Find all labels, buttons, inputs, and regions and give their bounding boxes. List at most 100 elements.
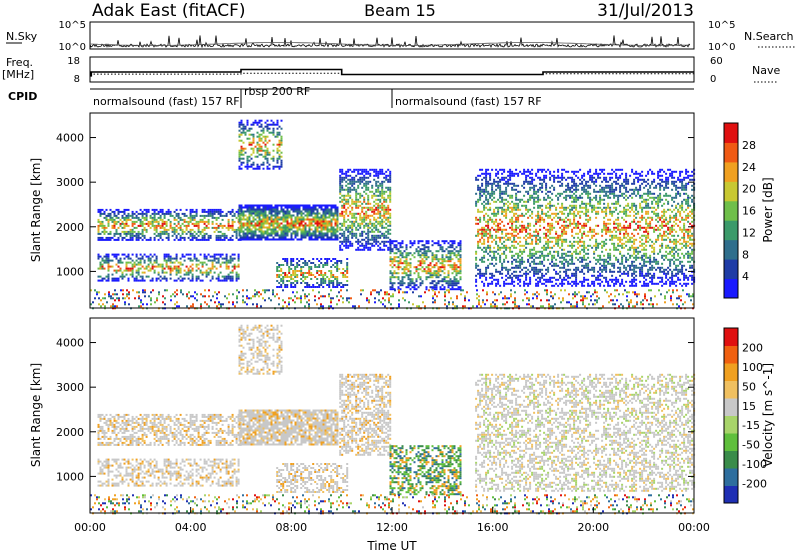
- power-cell: [217, 275, 220, 278]
- power-cell: [125, 208, 128, 211]
- power-cell: [266, 147, 269, 150]
- power-cell: [191, 279, 194, 282]
- power-cell: [157, 271, 160, 274]
- power-cell: [389, 224, 392, 227]
- power-cell: [292, 210, 295, 213]
- power-cell: [318, 260, 321, 262]
- power-cell: [296, 280, 299, 282]
- power-cell: [117, 277, 120, 280]
- power-cell: [587, 256, 590, 259]
- power-cell: [101, 263, 104, 266]
- power-cell: [155, 228, 158, 231]
- power-cell: [361, 206, 364, 209]
- power-cell: [403, 276, 406, 279]
- power-cell: [262, 226, 265, 229]
- power-cell: [567, 170, 570, 173]
- power-cell: [270, 157, 273, 160]
- power-cell: [181, 236, 184, 239]
- power-cell: [280, 238, 283, 241]
- power-cell: [141, 238, 144, 241]
- power-cell: [353, 188, 356, 191]
- power-cell: [525, 278, 528, 281]
- power-cell: [167, 267, 170, 270]
- power-cell: [332, 286, 335, 288]
- power-cell: [135, 275, 138, 278]
- power-cell: [149, 253, 152, 256]
- power-cell: [113, 222, 116, 225]
- power-cell: [246, 161, 249, 164]
- power-cell: [407, 270, 410, 273]
- power-cell: [113, 232, 116, 235]
- power-cell: [573, 240, 576, 243]
- power-cell: [453, 284, 456, 287]
- power-cell: [312, 204, 315, 207]
- power-cell: [551, 174, 554, 177]
- power-cell: [561, 248, 564, 251]
- power-cell: [346, 272, 349, 274]
- power-cell: [201, 238, 204, 241]
- power-cell: [97, 275, 100, 278]
- power-cell: [357, 242, 360, 245]
- power-cell: [258, 214, 261, 217]
- power-cell: [143, 208, 146, 211]
- power-cell: [521, 198, 524, 201]
- power-cell: [264, 220, 267, 223]
- power-cell: [318, 212, 321, 215]
- power-cell: [304, 234, 307, 237]
- power-cell: [274, 206, 277, 209]
- power-cell: [563, 230, 566, 233]
- power-cell: [557, 278, 560, 281]
- power-cell: [483, 246, 486, 249]
- power-cell: [225, 263, 228, 266]
- power-cell: [533, 272, 536, 275]
- power-cell: [571, 280, 574, 283]
- power-cell: [248, 222, 251, 225]
- power-cell: [353, 216, 356, 219]
- power-cell: [443, 268, 446, 271]
- power-cell: [339, 186, 342, 189]
- power-cell: [525, 170, 528, 173]
- power-cell: [379, 214, 382, 217]
- power-cell: [447, 274, 450, 277]
- power-cell: [147, 220, 150, 223]
- power-cell: [175, 257, 178, 260]
- power-cell: [559, 226, 562, 229]
- power-cell: [389, 238, 392, 241]
- power-cell: [272, 143, 275, 146]
- power-cell: [330, 276, 333, 278]
- power-cell: [332, 204, 335, 207]
- power-cell: [163, 275, 166, 278]
- power-cell: [405, 286, 408, 289]
- power-cell: [157, 232, 160, 235]
- power-cell: [359, 224, 362, 227]
- power-cell: [203, 210, 206, 213]
- power-cell: [349, 194, 352, 197]
- power-cell: [481, 236, 484, 239]
- power-cell: [547, 216, 550, 219]
- power-cell: [145, 265, 148, 268]
- power-cell: [559, 234, 562, 237]
- power-cell: [547, 270, 550, 273]
- power-cell: [459, 258, 462, 261]
- power-cell: [365, 212, 368, 215]
- power-cell: [322, 264, 325, 266]
- power-cell: [409, 246, 412, 249]
- power-cell: [306, 230, 309, 233]
- power-cell: [113, 218, 116, 221]
- power-cell: [242, 127, 245, 130]
- power-cell: [298, 224, 301, 227]
- power-cell: [527, 224, 530, 227]
- power-cell: [517, 216, 520, 219]
- power-cell: [205, 238, 208, 241]
- power-cell: [517, 202, 520, 205]
- power-cell: [151, 279, 154, 282]
- power-cell: [349, 212, 352, 215]
- power-cell: [571, 186, 574, 189]
- power-cell: [276, 147, 279, 150]
- power-cell: [359, 172, 362, 175]
- power-cell: [217, 216, 220, 219]
- power-cell: [403, 268, 406, 271]
- power-cell: [459, 256, 462, 259]
- power-cell: [497, 224, 500, 227]
- power-cell: [389, 286, 392, 289]
